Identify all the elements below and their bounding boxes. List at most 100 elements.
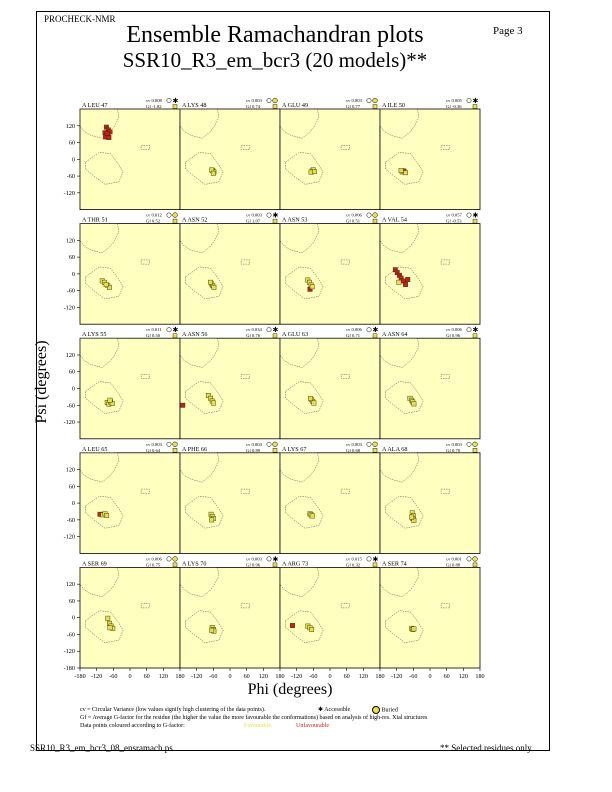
panel-cv-value: cv 0.011 [146, 327, 162, 332]
data-point [312, 169, 317, 174]
y-tick-label: 120 [66, 237, 75, 244]
gf-color-icon [172, 333, 178, 338]
data-point [107, 397, 113, 403]
circle-marker-icon [466, 327, 472, 333]
allowed-region-outline [385, 495, 424, 529]
panel-residue-label: A GLU 49 [282, 102, 308, 109]
panel-gf-value: Gf -1.82 [146, 104, 162, 109]
panel-gf-value: Gf 0.76 [246, 333, 261, 338]
y-tick-label: -120 [64, 304, 75, 311]
accessible-icon: ✱ [173, 97, 179, 105]
x-tick-label: 180 [475, 673, 484, 680]
gf-color-icon [472, 218, 478, 224]
gf-color-icon [172, 104, 178, 109]
panel-cv-value: cv 0.057 [446, 213, 463, 218]
data-point [405, 277, 411, 282]
panel-background [79, 452, 181, 554]
panel-residue-label: A VAL 54 [382, 217, 407, 224]
data-point [104, 512, 110, 518]
accessible-icon: ✱ [173, 326, 179, 334]
data-point [104, 131, 110, 136]
panel-cv-value: cv 0.003 [346, 98, 363, 103]
data-point [311, 400, 317, 406]
panel-background [179, 337, 281, 440]
circle-marker-icon [366, 441, 372, 447]
panel-residue-label: A ILE 50 [382, 102, 405, 109]
panel-background [79, 108, 181, 210]
accessible-icon: ✱ [473, 326, 479, 334]
data-point [208, 279, 213, 285]
buried-icon [372, 441, 378, 447]
panel-residue-label: A SER 69 [82, 560, 107, 567]
panel-gf-value: Gf -0.36 [446, 104, 462, 109]
panel-gf-value: Gf 0.71 [346, 333, 361, 338]
y-tick-label: -180 [64, 665, 75, 672]
gf-footnote: Gf = Average G-factor for the residue (t… [80, 715, 428, 721]
allowed-region-outline [279, 452, 320, 483]
data-point [209, 517, 215, 523]
allowed-region-outline [440, 259, 450, 265]
panel-gf-value: Gf 0.89 [246, 448, 261, 453]
x-tick-label: 0 [428, 673, 431, 680]
gf-color-icon [272, 562, 278, 568]
circle-marker-icon [466, 556, 472, 562]
data-point [211, 284, 217, 290]
panel-gf-value: Gf 0.70 [446, 448, 461, 453]
x-tick-label: -60 [109, 673, 117, 680]
data-point [396, 279, 402, 285]
data-point [180, 402, 186, 408]
gf-color-icon [472, 333, 478, 338]
circle-marker-icon [166, 556, 172, 562]
allowed-region-outline [179, 567, 220, 597]
x-tick-label: 180 [275, 673, 284, 680]
panel-gf-value: Gf -0.53 [446, 219, 462, 224]
x-tick-label: 60 [144, 673, 150, 680]
panel-background [79, 223, 181, 325]
y-tick-label: 0 [72, 271, 75, 278]
allowed-region-outline [179, 108, 220, 139]
footer-filename: SSR10_R3_em_bcr3_08_ensramach.ps [30, 743, 173, 753]
accessible-icon: ✱ [273, 212, 279, 220]
panel-residue-label: A ALA 68 [382, 446, 407, 453]
panel-residue-label: A LEU 47 [82, 102, 107, 109]
allowed-region-outline [240, 259, 250, 265]
buried-icon [472, 441, 478, 447]
x-tick-label: 0 [128, 673, 131, 680]
allowed-region-outline [385, 152, 424, 185]
gf-color-icon [372, 448, 378, 453]
legend-favourable: Favourable [244, 723, 271, 729]
buried-icon [172, 441, 178, 447]
panel-background [179, 223, 281, 325]
accessible-icon: ✱ [473, 97, 479, 105]
panel-residue-label: A THR 51 [82, 217, 108, 224]
panel-gf-value: Gf 0.32 [346, 562, 361, 567]
circle-marker-icon [166, 441, 172, 447]
panel-residue-label: A LYS 70 [182, 560, 206, 567]
allowed-region-outline [379, 337, 420, 368]
panel-background [79, 567, 181, 669]
panel-residue-label: A PHE 66 [182, 446, 207, 453]
allowed-region-outline [285, 266, 324, 300]
x-tick-label: 0 [328, 673, 331, 680]
gf-color-icon [372, 333, 378, 338]
allowed-region-outline [240, 603, 250, 609]
allowed-region-outline [340, 488, 350, 494]
cv-footnote: cv = Circular Variance (low values signi… [80, 707, 266, 713]
data-point [409, 514, 415, 520]
y-tick-label: 120 [66, 123, 75, 130]
panel-cv-value: cv 0.003 [446, 442, 463, 447]
panel-residue-label: A GLU 63 [282, 331, 308, 338]
x-tick-label: -120 [391, 673, 402, 680]
allowed-region-outline [85, 152, 124, 185]
allowed-region-outline [185, 381, 224, 414]
allowed-region-outline [179, 452, 220, 483]
x-tick-label: 120 [459, 673, 468, 680]
panel-residue-label: A SER 74 [382, 560, 407, 567]
allowed-region-outline [240, 488, 250, 494]
allowed-region-outline [179, 337, 220, 368]
panel-cv-value: cv 0.003 [346, 442, 363, 447]
allowed-region-outline [340, 603, 350, 609]
panel-cv-value: cv 0.006 [346, 213, 363, 218]
x-tick-label: -60 [409, 673, 417, 680]
allowed-region-outline [285, 610, 324, 644]
